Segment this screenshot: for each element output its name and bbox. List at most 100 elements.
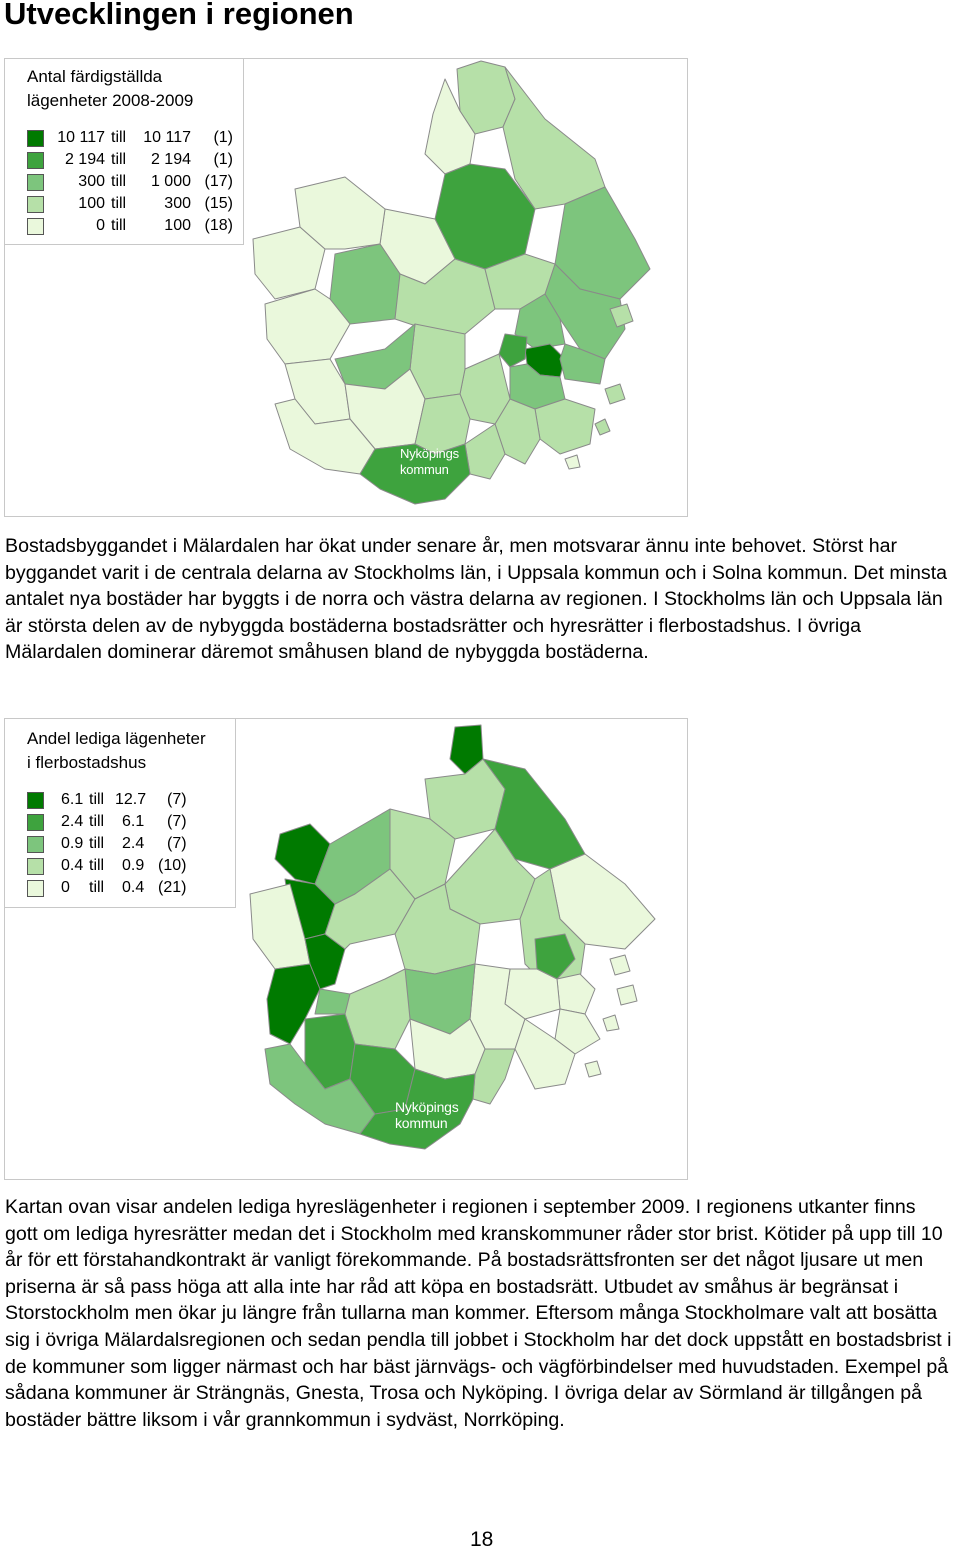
map1-legend-title-line2: lägenheter 2008-2009 bbox=[27, 91, 194, 110]
map2-region-stockholm-ne bbox=[556, 973, 596, 1015]
legend-till: till bbox=[89, 835, 105, 852]
map1-label-line2: kommun bbox=[400, 462, 449, 477]
map2-legend-row: 0.4 till 0.9 (10) bbox=[27, 856, 217, 876]
legend-to: 2 194 bbox=[150, 151, 191, 168]
legend-count: (7) bbox=[167, 791, 187, 808]
legend-count: (7) bbox=[167, 835, 187, 852]
map2-island-3 bbox=[602, 1014, 620, 1032]
map1-region-north-east bbox=[502, 66, 606, 210]
map2-region-nykoping bbox=[359, 1068, 476, 1150]
map2-legend-row: 2.4 till 6.1 (7) bbox=[27, 812, 217, 832]
legend-to: 0.9 bbox=[122, 857, 145, 874]
map1-legend-title: Antal färdigställda lägenheter 2008-2009 bbox=[27, 65, 193, 113]
legend-to: 6.1 bbox=[122, 813, 145, 830]
legend-count: (7) bbox=[167, 813, 187, 830]
map1-legend-row: 10 117 till 10 117 (1) bbox=[27, 128, 237, 148]
legend-till: till bbox=[111, 217, 127, 234]
legend-from: 100 bbox=[78, 195, 105, 212]
legend-to: 10 117 bbox=[143, 129, 191, 146]
legend-count: (21) bbox=[158, 879, 187, 896]
legend-till: till bbox=[111, 195, 127, 212]
map1-label-nykoping: Nyköpings kommun bbox=[400, 446, 459, 478]
map1-region-haninge bbox=[534, 398, 596, 455]
map2-region-sigtuna bbox=[534, 933, 576, 980]
legend-to: 0.4 bbox=[122, 879, 145, 896]
map1-region-solna bbox=[498, 333, 528, 368]
map1-legend-title-line1: Antal färdigställda bbox=[27, 67, 163, 86]
legend-to: 2.4 bbox=[122, 835, 145, 852]
map2-region-haninge bbox=[514, 1018, 576, 1090]
map1-region-nykoping bbox=[359, 443, 471, 505]
map1-legend-row: 2 194 till 2 194 (1) bbox=[27, 150, 237, 170]
legend-swatch bbox=[27, 858, 44, 875]
map2-legend-row: 0 till 0.4 (21) bbox=[27, 878, 217, 898]
legend-till: till bbox=[89, 857, 105, 874]
map-completed-dwellings: Nyköpings kommun Antal färdigställda läg… bbox=[4, 58, 688, 517]
legend-to: 100 bbox=[164, 217, 191, 234]
legend-swatch bbox=[27, 196, 44, 213]
map2-region-eskilstuna bbox=[344, 968, 411, 1050]
legend-from: 6.1 bbox=[61, 791, 84, 808]
legend-count: (10) bbox=[158, 857, 187, 874]
map1-island-4 bbox=[564, 454, 581, 470]
legend-count: (15) bbox=[204, 195, 233, 212]
legend-swatch bbox=[27, 880, 44, 897]
legend-count: (1) bbox=[213, 151, 233, 168]
map1-legend: Antal färdigställda lägenheter 2008-2009… bbox=[5, 59, 244, 245]
map1-island-2 bbox=[604, 383, 626, 405]
legend-swatch bbox=[27, 836, 44, 853]
map2-region-nacka bbox=[554, 1008, 601, 1055]
legend-till: till bbox=[111, 173, 127, 190]
map2-legend-title: Andel lediga lägenheter i flerbostadshus bbox=[27, 727, 206, 775]
legend-from: 0 bbox=[61, 879, 70, 896]
legend-till: till bbox=[111, 151, 127, 168]
map2-island-4 bbox=[584, 1060, 602, 1078]
map1-region-nacka bbox=[559, 343, 606, 385]
legend-from: 0 bbox=[96, 217, 105, 234]
map1-legend-row: 300 till 1 000 (17) bbox=[27, 172, 237, 192]
map-vacant-apartments: Nyköpings kommun Andel lediga lägenheter… bbox=[4, 718, 688, 1180]
page-heading: Utvecklingen i regionen bbox=[4, 0, 354, 31]
legend-from: 300 bbox=[78, 173, 105, 190]
map1-legend-row: 100 till 300 (15) bbox=[27, 194, 237, 214]
map2-legend-title-line2: i flerbostadshus bbox=[27, 753, 147, 772]
legend-from: 10 117 bbox=[57, 129, 105, 146]
paragraph-vacancies: Kartan ovan visar andelen lediga hyreslä… bbox=[5, 1196, 952, 1431]
page-number: 18 bbox=[470, 1528, 494, 1551]
legend-swatch bbox=[27, 218, 44, 235]
legend-count: (17) bbox=[204, 173, 233, 190]
map1-region-west-2 bbox=[294, 176, 386, 250]
legend-from: 2 194 bbox=[64, 151, 105, 168]
municipality-map-1 bbox=[252, 60, 651, 505]
legend-swatch bbox=[27, 174, 44, 191]
map1-island-3 bbox=[594, 418, 611, 436]
municipality-map-2 bbox=[249, 724, 656, 1150]
map2-island-1 bbox=[609, 954, 631, 976]
legend-to: 300 bbox=[164, 195, 191, 212]
legend-till: till bbox=[89, 791, 105, 808]
legend-swatch bbox=[27, 792, 44, 809]
legend-swatch bbox=[27, 152, 44, 169]
map2-legend-row: 6.1 till 12.7 (7) bbox=[27, 790, 217, 810]
legend-from: 0.9 bbox=[61, 835, 84, 852]
legend-to: 12.7 bbox=[115, 791, 147, 808]
legend-swatch bbox=[27, 130, 44, 147]
map2-label-line2: kommun bbox=[395, 1115, 448, 1131]
paragraph-construction: Bostadsbyggandet i Mälardalen har ökat u… bbox=[5, 535, 948, 664]
legend-count: (1) bbox=[213, 129, 233, 146]
map2-island-2 bbox=[616, 984, 638, 1006]
legend-till: till bbox=[111, 129, 127, 146]
map2-legend: Andel lediga lägenheter i flerbostadshus… bbox=[5, 719, 236, 908]
map1-island-1 bbox=[609, 303, 634, 328]
legend-from: 2.4 bbox=[61, 813, 84, 830]
map2-region-west-strip bbox=[314, 988, 351, 1015]
map1-region-west-3 bbox=[264, 288, 351, 365]
legend-swatch bbox=[27, 814, 44, 831]
map1-label-line1: Nyköpings bbox=[400, 446, 459, 461]
legend-to: 1 000 bbox=[150, 173, 191, 190]
map2-legend-row: 0.9 till 2.4 (7) bbox=[27, 834, 217, 854]
map2-label-line1: Nyköpings bbox=[395, 1099, 459, 1115]
legend-from: 0.4 bbox=[61, 857, 84, 874]
map1-legend-row: 0 till 100 (18) bbox=[27, 216, 237, 236]
legend-till: till bbox=[89, 879, 105, 896]
